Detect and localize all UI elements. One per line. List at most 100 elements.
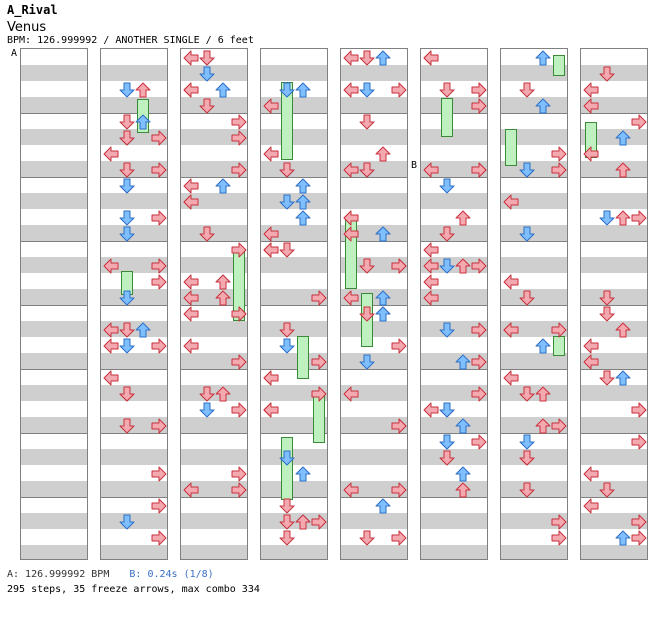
measure-line	[581, 177, 647, 178]
down-arrow-icon	[199, 386, 215, 402]
left-arrow-icon	[343, 50, 359, 66]
beat-stripe	[501, 481, 567, 497]
down-arrow-icon	[279, 194, 295, 210]
measure-line	[421, 241, 487, 242]
measure-line	[21, 177, 87, 178]
down-arrow-icon	[279, 242, 295, 258]
down-arrow-icon	[439, 402, 455, 418]
beat-stripe	[101, 161, 167, 177]
measure-line	[181, 369, 247, 370]
left-arrow-icon	[423, 402, 439, 418]
right-arrow-icon	[551, 530, 567, 546]
beat-stripe	[101, 353, 167, 369]
up-arrow-icon	[615, 130, 631, 146]
measure-line	[261, 497, 327, 498]
right-arrow-icon	[311, 386, 327, 402]
left-arrow-icon	[503, 274, 519, 290]
beat-stripe	[181, 545, 247, 559]
beat-stripe	[101, 545, 167, 559]
beat-stripe	[261, 481, 327, 497]
beat-stripe	[581, 321, 647, 337]
left-arrow-icon	[423, 274, 439, 290]
left-arrow-icon	[263, 226, 279, 242]
down-arrow-icon	[279, 82, 295, 98]
right-arrow-icon	[151, 530, 167, 546]
down-arrow-icon	[119, 114, 135, 130]
beat-stripe	[581, 449, 647, 465]
beat-stripe	[21, 449, 87, 465]
measure-line	[501, 113, 567, 114]
beat-stripe	[501, 65, 567, 81]
beat-stripe	[101, 513, 167, 529]
left-arrow-icon	[103, 322, 119, 338]
left-arrow-icon	[343, 482, 359, 498]
right-arrow-icon	[151, 274, 167, 290]
beat-stripe	[181, 97, 247, 113]
left-arrow-icon	[183, 482, 199, 498]
freeze-arrow	[553, 55, 565, 76]
measure-line	[581, 113, 647, 114]
beat-stripe	[501, 449, 567, 465]
beat-stripe	[21, 417, 87, 433]
down-arrow-icon	[199, 226, 215, 242]
left-arrow-icon	[263, 98, 279, 114]
left-arrow-icon	[583, 98, 599, 114]
right-arrow-icon	[391, 482, 407, 498]
beat-stripe	[501, 161, 567, 177]
beat-stripe	[101, 385, 167, 401]
right-arrow-icon	[151, 130, 167, 146]
freeze-arrow	[505, 129, 517, 166]
beat-stripe	[101, 449, 167, 465]
measure-line	[181, 177, 247, 178]
down-arrow-icon	[599, 306, 615, 322]
beat-stripe	[21, 385, 87, 401]
beat-stripe	[101, 289, 167, 305]
down-arrow-icon	[359, 258, 375, 274]
up-arrow-icon	[615, 530, 631, 546]
beat-stripe	[261, 385, 327, 401]
measure-line	[501, 433, 567, 434]
beat-stripe	[21, 193, 87, 209]
right-arrow-icon	[231, 354, 247, 370]
measure-line	[181, 305, 247, 306]
left-arrow-icon	[423, 258, 439, 274]
up-arrow-icon	[455, 354, 471, 370]
beat-stripe	[581, 417, 647, 433]
up-arrow-icon	[375, 498, 391, 514]
beat-stripe	[421, 545, 487, 559]
up-arrow-icon	[135, 82, 151, 98]
right-arrow-icon	[471, 258, 487, 274]
beat-stripe	[261, 353, 327, 369]
chart-column	[260, 48, 328, 560]
beat-stripe	[21, 481, 87, 497]
beat-stripe	[181, 385, 247, 401]
up-arrow-icon	[535, 98, 551, 114]
measure-line	[421, 369, 487, 370]
left-arrow-icon	[343, 82, 359, 98]
beat-stripe	[101, 129, 167, 145]
left-arrow-icon	[183, 50, 199, 66]
right-arrow-icon	[391, 82, 407, 98]
beat-stripe	[501, 545, 567, 559]
measure-line	[421, 497, 487, 498]
up-arrow-icon	[455, 210, 471, 226]
beat-stripe	[501, 353, 567, 369]
left-arrow-icon	[103, 146, 119, 162]
down-arrow-icon	[519, 482, 535, 498]
beat-stripe	[341, 129, 407, 145]
beat-stripe	[181, 161, 247, 177]
up-arrow-icon	[215, 386, 231, 402]
down-arrow-icon	[119, 290, 135, 306]
measure-line	[581, 241, 647, 242]
right-arrow-icon	[551, 418, 567, 434]
measure-line	[341, 113, 407, 114]
beat-stripe	[181, 225, 247, 241]
beat-stripe	[261, 161, 327, 177]
measure-line	[421, 113, 487, 114]
beat-stripe	[341, 193, 407, 209]
right-arrow-icon	[231, 130, 247, 146]
down-arrow-icon	[519, 386, 535, 402]
beat-stripe	[501, 97, 567, 113]
beat-stripe	[21, 513, 87, 529]
down-arrow-icon	[279, 450, 295, 466]
